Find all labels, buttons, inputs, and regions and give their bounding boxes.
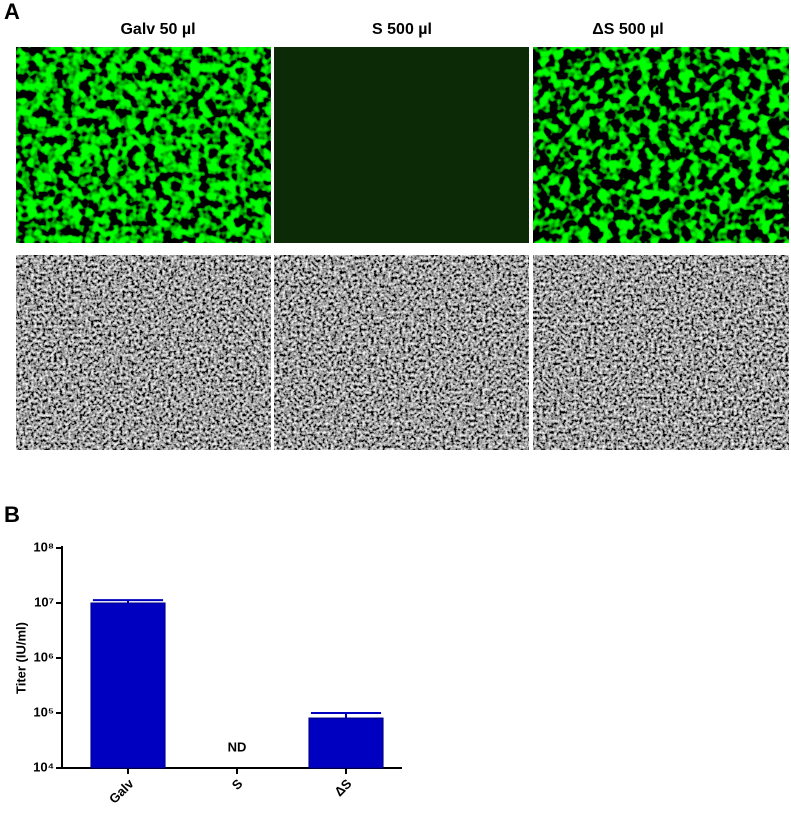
fluorescence-image <box>274 47 529 243</box>
x-tick-label: Galv <box>106 775 137 806</box>
y-tick-label: 10⁷ <box>34 594 54 609</box>
bar <box>90 602 166 769</box>
phase-image <box>533 255 789 450</box>
fluorescence-image <box>16 47 271 243</box>
y-tick-label: 10⁴ <box>33 759 54 774</box>
phase-image <box>274 255 529 450</box>
phase-image <box>16 255 271 450</box>
column-title: Galv 50 µl <box>120 21 195 38</box>
panel-label: A <box>4 0 20 24</box>
y-tick-label: 10⁸ <box>33 539 54 554</box>
fluorescence-image <box>533 47 789 243</box>
y-tick-label: 10⁶ <box>34 649 54 664</box>
x-tick-label: S <box>229 776 246 793</box>
y-axis-label: Titer (IU/ml) <box>13 622 28 694</box>
x-tick-label: ΔS <box>331 776 355 800</box>
annotation: ND <box>228 739 247 754</box>
column-title: ΔS 500 µl <box>592 21 663 38</box>
panel-label: B <box>4 502 20 527</box>
column-title: S 500 µl <box>372 21 432 38</box>
bar <box>308 717 384 769</box>
y-tick-label: 10⁵ <box>33 704 54 719</box>
